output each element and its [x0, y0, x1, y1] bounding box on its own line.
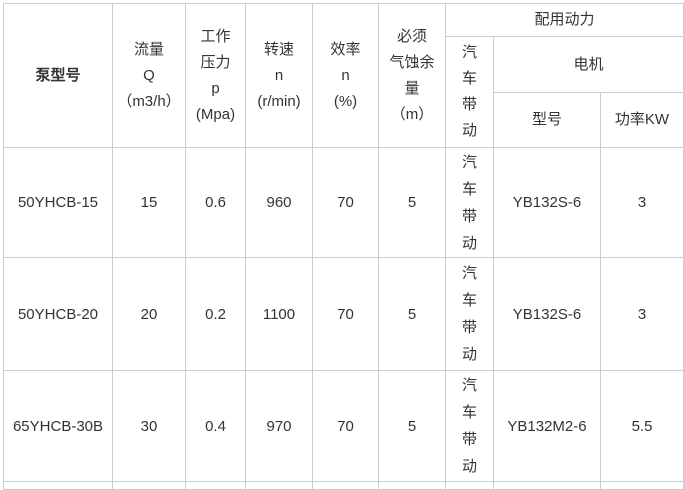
- cell-motor-model: YB132S-6: [493, 147, 601, 258]
- partial-row-cell: [3, 481, 113, 490]
- cell-pressure: 0.6: [185, 147, 246, 258]
- cell-vehicle-drive: 汽车带动: [445, 147, 494, 258]
- cell-flow: 30: [112, 370, 186, 482]
- cell-motor-model: YB132S-6: [493, 257, 601, 371]
- cell-speed: 960: [245, 147, 313, 258]
- partial-row-cell: [378, 481, 446, 490]
- header-row-2: 汽车带动 电机: [4, 36, 684, 148]
- cell-pressure: 0.2: [185, 257, 246, 371]
- header-npsh: 必须 气蚀余 量 （m）: [378, 3, 446, 148]
- partial-row-cell: [245, 481, 313, 490]
- partial-row-cell: [112, 481, 186, 490]
- cell-pump-model: 50YHCB-20: [3, 257, 113, 371]
- cell-efficiency: 70: [312, 257, 379, 371]
- partial-row-cell: [599, 481, 684, 490]
- cell-efficiency: 70: [312, 147, 379, 258]
- cell-flow: 15: [112, 147, 186, 258]
- partial-row-cell: [312, 481, 379, 490]
- cell-pump-model: 50YHCB-15: [3, 147, 113, 258]
- pump-spec-table: 泵型号 流量 Q （m3/h） 工作 压力 p (Mpa) 转速 n (r/mi…: [3, 3, 684, 490]
- header-vehicle-drive: 汽车带动: [445, 36, 494, 148]
- header-motor-power: 功率KW: [599, 92, 684, 148]
- cell-npsh: 5: [378, 257, 446, 371]
- cell-efficiency: 70: [312, 370, 379, 482]
- cell-npsh: 5: [378, 147, 446, 258]
- cell-npsh: 5: [378, 370, 446, 482]
- partial-row-cell: [445, 481, 494, 490]
- cell-pressure: 0.4: [185, 370, 246, 482]
- header-flow: 流量 Q （m3/h）: [112, 3, 186, 148]
- cell-pump-model: 65YHCB-30B: [3, 370, 113, 482]
- table-row: 50YHCB-15 15 0.6 960 70 5 汽车带动 YB132S-6 …: [3, 147, 684, 258]
- cell-speed: 970: [245, 370, 313, 482]
- table-row: 50YHCB-20 20 0.2 1100 70 5 汽车带动 YB132S-6…: [3, 257, 684, 371]
- cell-motor-power: 5.5: [599, 370, 684, 482]
- cell-speed: 1100: [245, 257, 313, 371]
- table-row: 65YHCB-30B 30 0.4 970 70 5 汽车带动 YB132M2-…: [3, 370, 684, 482]
- header-motor: 电机: [492, 36, 684, 93]
- header-efficiency: 效率 n (%): [312, 3, 379, 148]
- partial-row-cell: [493, 481, 601, 490]
- cell-motor-model: YB132M2-6: [493, 370, 601, 482]
- header-motor-model: 型号: [493, 92, 601, 148]
- header-pump-model: 泵型号: [3, 3, 113, 148]
- header-row-3: 型号 功率KW: [4, 92, 684, 148]
- partial-row: [3, 481, 684, 490]
- header-power-group: 配用动力: [444, 3, 684, 37]
- cell-vehicle-drive: 汽车带动: [445, 257, 494, 371]
- header-row-1: 泵型号 流量 Q （m3/h） 工作 压力 p (Mpa) 转速 n (r/mi…: [3, 3, 684, 148]
- header-speed: 转速 n (r/min): [245, 3, 313, 148]
- cell-motor-power: 3: [599, 257, 684, 371]
- cell-motor-power: 3: [599, 147, 684, 258]
- cell-vehicle-drive: 汽车带动: [445, 370, 494, 482]
- partial-row-cell: [185, 481, 246, 490]
- header-pressure: 工作 压力 p (Mpa): [185, 3, 246, 148]
- cell-flow: 20: [112, 257, 186, 371]
